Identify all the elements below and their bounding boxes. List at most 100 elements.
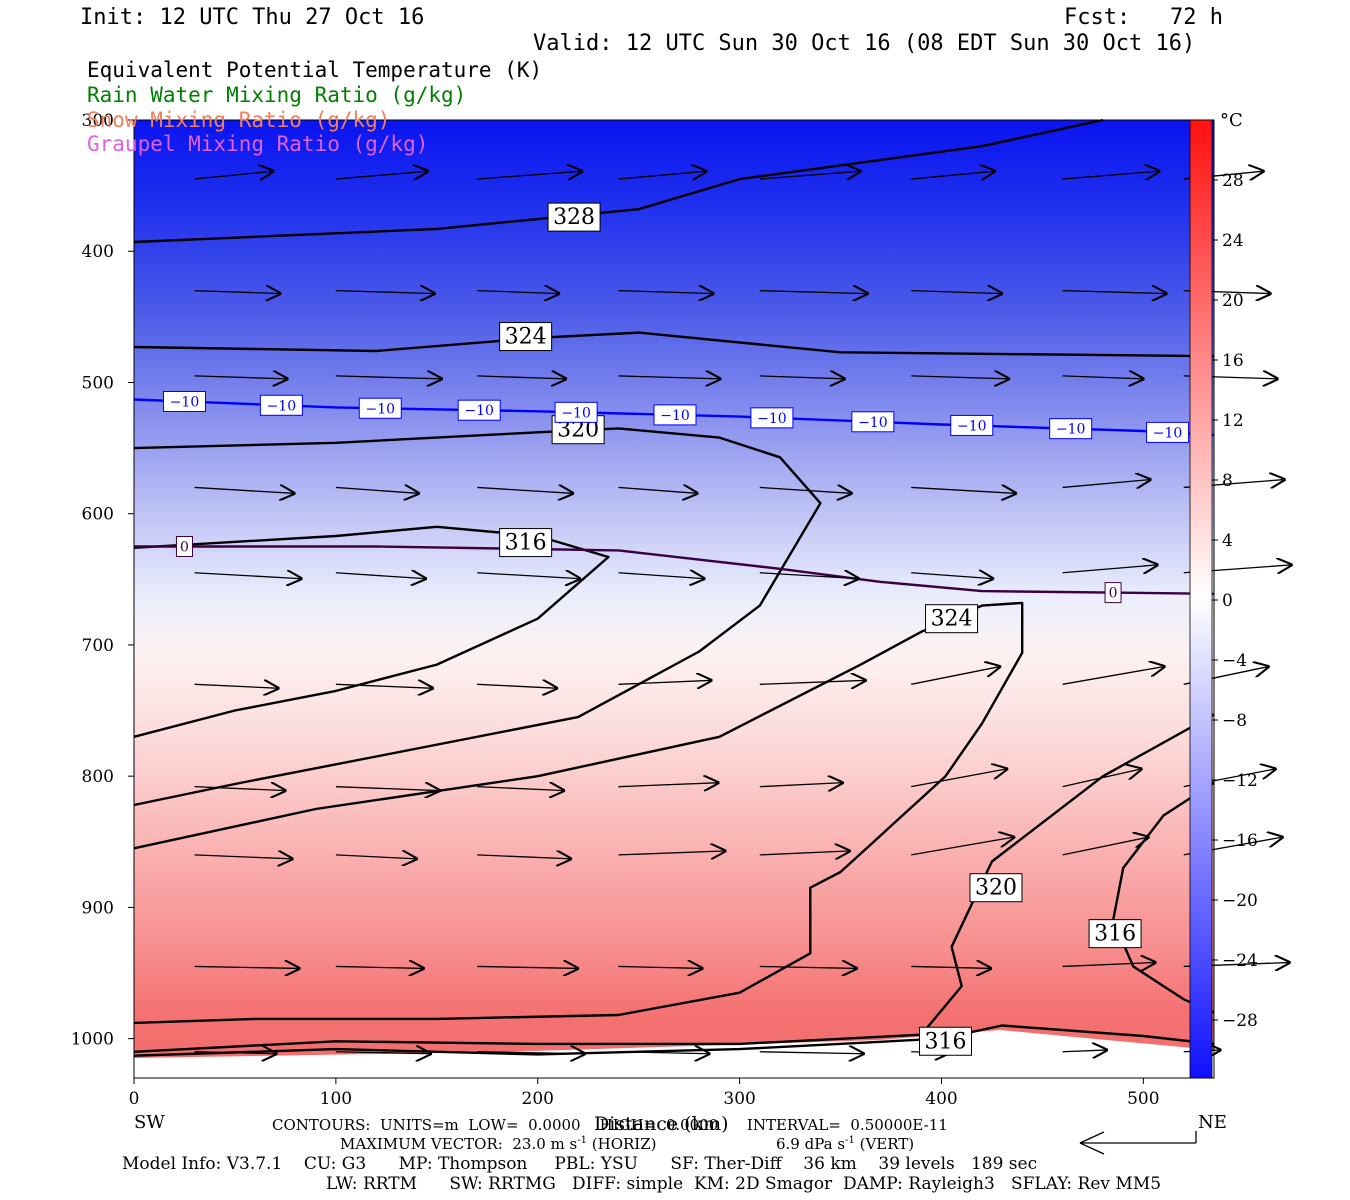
- wind-vector: [911, 376, 1010, 379]
- wind-vector: [618, 487, 698, 493]
- y-tick-label: 300: [82, 111, 114, 131]
- isotherm-label-box: [259, 394, 303, 416]
- wind-vectors: [194, 171, 1293, 1054]
- colorbar-tick-label: 20: [1222, 291, 1244, 311]
- contour-label-box: [499, 322, 553, 352]
- wind-vector: [194, 684, 280, 688]
- isotherm-label-box: [653, 404, 697, 426]
- wind-vector: [759, 680, 867, 684]
- theta-e-contour: [133, 713, 1215, 1053]
- wind-vector: [194, 487, 296, 493]
- isotherm-label-box: [554, 401, 598, 423]
- wind-vector: [1062, 565, 1159, 573]
- pressure-axis: 300 400 500 600 700 800 900 1000: [71, 111, 134, 1050]
- contour-label-box: [969, 873, 1023, 903]
- contour-label: 324: [505, 325, 547, 350]
- x-tick-label: 400: [925, 1089, 957, 1109]
- wind-vector: [1062, 666, 1166, 685]
- contour-label-box: [547, 202, 601, 232]
- colorbar-tick-label: −12: [1222, 771, 1258, 791]
- isotherm-line: [133, 398, 1215, 437]
- colorbar-ticks: 28 24 20 16 12 8 4 0 −4 −8 −12 −16 −20 −24 −28: [1212, 171, 1258, 1031]
- isotherm-label: −10: [464, 403, 494, 419]
- isotherm-lines: [133, 398, 1215, 595]
- wind-vector: [911, 666, 1001, 685]
- contour-label: 316: [1094, 922, 1136, 947]
- wind-vector: [477, 855, 572, 859]
- colorbar-tick-label: −24: [1222, 951, 1258, 971]
- isotherm-label: −10: [267, 398, 297, 414]
- wind-vector: [194, 573, 303, 579]
- colorbar-tick-label: 4: [1222, 531, 1233, 551]
- contour-label-box: [925, 604, 979, 634]
- isotherm-label: 0: [180, 540, 189, 556]
- wind-vector: [335, 787, 441, 791]
- max-vector-horiz: MAXIMUM VECTOR: 23.0 m s-1 (HORIZ): [340, 1135, 657, 1153]
- colorbar-tick-label: 24: [1222, 231, 1244, 251]
- isotherm-label-box: [162, 390, 206, 412]
- wind-vector: [1062, 171, 1161, 179]
- legend-snow: Snow Mixing Ratio (g/kg): [87, 108, 391, 132]
- wind-vector: [759, 783, 844, 787]
- wind-vector: [618, 851, 726, 855]
- wind-vector: [194, 787, 287, 791]
- legend-theta-e: Equivalent Potential Temperature (K): [87, 58, 543, 82]
- wind-vector: [477, 291, 560, 294]
- contour-label: 316: [505, 531, 547, 556]
- wind-vector: [335, 171, 429, 179]
- wind-vector: [335, 684, 434, 688]
- contour-label-box: [499, 528, 553, 558]
- colorbar-tick-label: 0: [1222, 591, 1233, 611]
- contour-label: 316: [925, 1029, 967, 1054]
- init-time: Init: 12 UTC Thu 27 Oct 16: [80, 5, 425, 30]
- wind-vector: [618, 573, 705, 579]
- wind-vector: [335, 291, 436, 294]
- theta-e-contour: [133, 118, 1104, 244]
- plot-frame: [133, 119, 1215, 1079]
- wind-vector: [618, 171, 707, 179]
- x-tick-label: 100: [320, 1089, 352, 1109]
- isotherm-label-box: [1146, 421, 1190, 443]
- colorbar-tick-label: −16: [1222, 831, 1258, 851]
- endpoint-right: NE: [1198, 1112, 1227, 1133]
- wind-vector: [618, 376, 721, 379]
- y-tick-label: 800: [82, 767, 114, 787]
- wind-vector: [194, 291, 282, 294]
- y-tick-label: 500: [82, 373, 114, 393]
- theta-e-contour: [133, 427, 822, 807]
- wind-vector: [335, 573, 427, 579]
- wind-vector: [335, 487, 420, 493]
- isotherm-label-box: [457, 399, 501, 421]
- colorbar: [1189, 119, 1213, 1079]
- wind-vector: [335, 855, 418, 859]
- isotherm-label-box: [950, 414, 994, 436]
- wind-vector: [759, 1052, 865, 1054]
- wind-vector: [477, 787, 565, 791]
- isotherm-label: −10: [366, 401, 396, 417]
- wind-vector: [1062, 837, 1150, 856]
- isotherm-label: −10: [170, 394, 200, 410]
- wind-vector: [1062, 1050, 1108, 1052]
- isotherm-label-box: [358, 397, 402, 419]
- wind-vector: [618, 966, 703, 968]
- wind-vector: [335, 966, 425, 968]
- max-vector-vert: 6.9 dPa s-1 (VERT): [776, 1135, 915, 1153]
- endpoint-left: SW: [134, 1112, 165, 1133]
- wind-vector: [477, 684, 558, 688]
- colorbar-tick-label: 12: [1222, 411, 1244, 431]
- isotherm-line: [134, 545, 1215, 595]
- wind-vector: [194, 966, 301, 968]
- wind-vector: [335, 376, 443, 379]
- distance-axis: 0 100 200 300 400 500: [129, 1078, 1160, 1109]
- wind-vector: [477, 487, 574, 493]
- theta-e-contour: [133, 331, 1215, 358]
- isotherm-label-box: [851, 411, 895, 433]
- wind-vector: [759, 966, 858, 968]
- legend-graupel: Graupel Mixing Ratio (g/kg): [87, 132, 429, 156]
- x-tick-label: 300: [723, 1089, 755, 1109]
- colorbar-tick-label: 16: [1222, 351, 1244, 371]
- wind-vector: [194, 855, 294, 859]
- colorbar-tick-label: 8: [1222, 471, 1233, 491]
